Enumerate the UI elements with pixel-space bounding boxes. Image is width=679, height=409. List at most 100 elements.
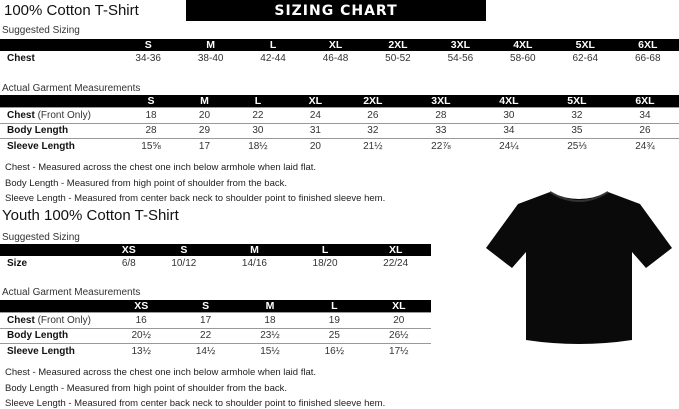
- cell-value: 30: [475, 108, 543, 124]
- adult-notes: Chest - Measured across the chest one in…: [5, 162, 385, 204]
- cell-value: 25⅓: [543, 139, 611, 154]
- size-header: 2XL: [367, 39, 429, 51]
- cell-value: 20: [367, 313, 431, 329]
- size-header: L: [242, 39, 304, 51]
- row-label-text: Body Length: [7, 330, 68, 341]
- row-label-text: Chest: [7, 315, 35, 326]
- row-label: Chest (Front Only): [0, 313, 109, 329]
- cell-value: 20½: [109, 328, 173, 344]
- row-label: Body Length: [0, 328, 109, 344]
- cell-value: 15⅝: [117, 139, 185, 154]
- adult-actual-label: Actual Garment Measurements: [2, 83, 140, 94]
- size-header: S: [173, 300, 237, 313]
- row-label: Body Length: [0, 123, 117, 139]
- cell-value: 18/20: [290, 256, 361, 270]
- row-label: Chest (Front Only): [0, 108, 117, 124]
- row-label-text: Size: [7, 258, 27, 269]
- cell-value: 54-56: [429, 51, 491, 65]
- row-label: Chest: [0, 51, 117, 65]
- header-blank: [0, 39, 117, 51]
- size-header: 4XL: [492, 39, 554, 51]
- cell-value: 17: [185, 139, 224, 154]
- cell-value: 13½: [109, 344, 173, 359]
- size-header: 6XL: [611, 95, 679, 108]
- cell-value: 29: [185, 123, 224, 139]
- youth-title: Youth 100% Cotton T-Shirt: [2, 207, 179, 224]
- cell-value: 42-44: [242, 51, 304, 65]
- cell-value: 34: [475, 123, 543, 139]
- row-label: Sleeve Length: [0, 139, 117, 154]
- cell-value: 22: [224, 108, 292, 124]
- cell-value: 34: [611, 108, 679, 124]
- size-header: XL: [292, 95, 339, 108]
- cell-value: 18: [117, 108, 185, 124]
- cell-value: 24¾: [611, 139, 679, 154]
- cell-value: 26: [339, 108, 407, 124]
- row-label: Size: [0, 256, 109, 270]
- size-header: L: [224, 95, 292, 108]
- size-header: M: [238, 300, 302, 313]
- cell-value: 32: [543, 108, 611, 124]
- cell-value: 66-68: [617, 51, 679, 65]
- header-blank: [0, 300, 109, 313]
- cell-value: 17: [173, 313, 237, 329]
- cell-value: 17½: [367, 344, 431, 359]
- size-header: XL: [367, 300, 431, 313]
- note: Body Length - Measured from high point o…: [5, 383, 385, 399]
- cell-value: 15½: [238, 344, 302, 359]
- size-header: 5XL: [543, 95, 611, 108]
- size-header: S: [117, 39, 179, 51]
- cell-value: 50-52: [367, 51, 429, 65]
- size-header: M: [219, 244, 290, 256]
- cell-value: 25: [302, 328, 366, 344]
- size-header: S: [117, 95, 185, 108]
- note: Sleeve Length - Measured from center bac…: [5, 398, 385, 409]
- adult-title: 100% Cotton T-Shirt: [4, 2, 139, 19]
- size-header: XS: [109, 300, 173, 313]
- cell-value: 19: [302, 313, 366, 329]
- cell-value: 14½: [173, 344, 237, 359]
- size-header: XL: [360, 244, 431, 256]
- note: Body Length - Measured from high point o…: [5, 178, 385, 194]
- note: Sleeve Length - Measured from center bac…: [5, 193, 385, 204]
- cell-value: 24: [292, 108, 339, 124]
- cell-value: 16: [109, 313, 173, 329]
- cell-value: 26½: [367, 328, 431, 344]
- size-header: M: [179, 39, 241, 51]
- cell-value: 18½: [224, 139, 292, 154]
- cell-value: 22: [173, 328, 237, 344]
- cell-value: 34-36: [117, 51, 179, 65]
- size-header: 3XL: [407, 95, 475, 108]
- cell-value: 46-48: [304, 51, 366, 65]
- cell-value: 24¼: [475, 139, 543, 154]
- note: Chest - Measured across the chest one in…: [5, 162, 385, 178]
- cell-value: 31: [292, 123, 339, 139]
- row-label-text: Chest: [7, 110, 35, 121]
- cell-value: 38-40: [179, 51, 241, 65]
- youth-notes: Chest - Measured across the chest one in…: [5, 367, 385, 409]
- row-label-sub: (Front Only): [35, 315, 91, 326]
- youth-actual-label: Actual Garment Measurements: [2, 287, 140, 298]
- header-blank: [0, 244, 109, 256]
- size-header: XS: [109, 244, 149, 256]
- header-blank: [0, 95, 117, 108]
- cell-value: 23½: [238, 328, 302, 344]
- cell-value: 30: [224, 123, 292, 139]
- cell-value: 33: [407, 123, 475, 139]
- cell-value: 35: [543, 123, 611, 139]
- cell-value: 32: [339, 123, 407, 139]
- cell-value: 21½: [339, 139, 407, 154]
- size-header: 2XL: [339, 95, 407, 108]
- size-header: S: [149, 244, 220, 256]
